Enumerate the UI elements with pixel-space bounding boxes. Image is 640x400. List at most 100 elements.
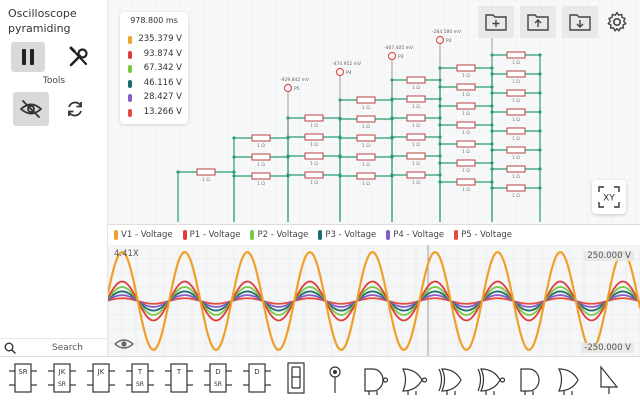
resistor[interactable]: 1 Ω (356, 153, 376, 168)
palette-seven-segment[interactable] (281, 361, 311, 395)
legend-item[interactable]: P4 - Voltage (386, 230, 444, 240)
resistor[interactable]: 1 Ω (406, 95, 426, 110)
palette-and-gate[interactable] (515, 361, 545, 395)
hide-toggle-button[interactable] (13, 92, 49, 126)
resistor[interactable]: 1 Ω (251, 153, 271, 168)
resistor[interactable]: 1 Ω (456, 121, 476, 136)
tools-button[interactable] (62, 42, 96, 72)
resistor-value: 1 Ω (412, 142, 420, 148)
wrench-screwdriver-icon (69, 46, 88, 67)
new-file-button[interactable] (478, 6, 514, 38)
xnor-gate-icon (477, 368, 506, 395)
rotate-button[interactable] (58, 92, 92, 126)
probe[interactable]: P3 -467.405 mV (384, 45, 414, 100)
probe-id: P4 (346, 70, 352, 76)
jk-flipflop-sr-icon: JK SR (48, 363, 76, 393)
resistor[interactable]: 1 Ω (406, 171, 426, 186)
legend-swatch (386, 230, 391, 240)
import-button[interactable] (562, 6, 598, 38)
eye-icon[interactable] (114, 337, 134, 351)
resistor[interactable]: 1 Ω (506, 184, 526, 199)
waveform (107, 280, 640, 322)
palette-d-flipflop[interactable]: D (242, 361, 272, 395)
resistor[interactable]: 1 Ω (356, 134, 376, 149)
resistor[interactable]: 1 Ω (456, 83, 476, 98)
palette-nor-gate[interactable] (398, 361, 428, 395)
probe[interactable]: P2 -284.580 mV (432, 29, 462, 80)
search-icon (4, 342, 16, 354)
palette-xnor-gate[interactable] (476, 361, 506, 395)
palette-d-flipflop-sr[interactable]: D SR (203, 361, 233, 395)
legend-item[interactable]: P1 - Voltage (182, 230, 240, 240)
resistor[interactable]: 1 Ω (406, 152, 426, 167)
resistor[interactable]: 1 Ω (506, 165, 526, 180)
resistor[interactable]: 1 Ω (506, 70, 526, 85)
palette-t-flipflop-sr[interactable]: T SR (125, 361, 155, 395)
resistor[interactable]: 1 Ω (356, 115, 376, 130)
resistor[interactable]: 1 Ω (506, 127, 526, 142)
resistor[interactable]: 1 Ω (356, 96, 376, 111)
resistor-value: 1 Ω (257, 143, 265, 149)
resistor[interactable]: 1 Ω (506, 108, 526, 123)
series-color-swatch (128, 36, 132, 44)
palette-jk-flipflop-sr[interactable]: JK SR (47, 361, 77, 395)
resistor[interactable]: 1 Ω (406, 76, 426, 91)
export-button[interactable] (520, 6, 556, 38)
legend-item[interactable]: P3 - Voltage (318, 230, 376, 240)
resistor[interactable]: 1 Ω (456, 102, 476, 117)
legend-item[interactable]: V1 - Voltage (114, 230, 173, 240)
search-input[interactable]: Search (52, 343, 83, 353)
waveform (107, 286, 640, 316)
palette-xor-gate[interactable] (437, 361, 467, 395)
t-flipflop-sr-icon: T SR (126, 363, 154, 393)
resistor[interactable]: 1 Ω (304, 152, 324, 167)
or-gate-icon (558, 368, 579, 395)
settings-button[interactable] (600, 6, 634, 38)
xy-plot-button[interactable]: XY (592, 180, 626, 214)
resistor[interactable]: 1 Ω (456, 140, 476, 155)
probe-id: P2 (446, 38, 452, 44)
resistor-value: 1 Ω (462, 168, 470, 174)
resistor[interactable]: 1 Ω (406, 133, 426, 148)
palette-or-gate[interactable] (554, 361, 584, 395)
resistor[interactable]: 1 Ω (196, 168, 216, 183)
legend-item[interactable]: P2 - Voltage (250, 230, 308, 240)
circuit-components[interactable]: 1 Ω 1 Ω 1 Ω 1 Ω 1 Ω 1 Ω 1 Ω 1 Ω 1 Ω 1 Ω 1 Ω 1 Ω 1 Ω 1… (196, 20, 526, 200)
palette-jk-flipflop[interactable]: JK (86, 361, 116, 395)
resistor[interactable]: 1 Ω (456, 64, 476, 79)
resistor-value: 1 Ω (412, 180, 420, 186)
legend-item[interactable]: P5 - Voltage (454, 230, 512, 240)
circuit-canvas[interactable]: 1 Ω 1 Ω 1 Ω 1 Ω 1 Ω 1 Ω 1 Ω 1 Ω 1 Ω 1 Ω 1 Ω 1 Ω 1 Ω 1… (108, 0, 640, 228)
resistor[interactable]: 1 Ω (506, 89, 526, 104)
scope-plot[interactable]: 4.41X 250.000 V -250.000 V (106, 244, 640, 358)
palette-not-gate[interactable] (593, 361, 623, 395)
resistor[interactable]: 1 Ω (304, 114, 324, 129)
resistor[interactable]: 1 Ω (251, 134, 271, 149)
resistor[interactable]: 1 Ω (456, 159, 476, 174)
probe[interactable]: P4 -474.952 mV (332, 61, 362, 118)
palette-sr-latch[interactable]: SR (8, 361, 38, 395)
palette-nand-gate[interactable] (359, 361, 389, 395)
jk-flipflop-icon: JK (87, 363, 115, 393)
probe[interactable]: P5 -929.842 mV (280, 77, 310, 138)
resistor[interactable]: 1 Ω (406, 114, 426, 129)
probe-reading: -474.952 mV (332, 61, 362, 67)
palette-t-flipflop[interactable]: T (164, 361, 194, 395)
resistor[interactable]: 1 Ω (506, 146, 526, 161)
probe-id: P3 (398, 54, 404, 60)
resistor[interactable]: 1 Ω (506, 51, 526, 66)
resistor[interactable]: 1 Ω (456, 178, 476, 193)
voltage-reading: 46.116 V (128, 78, 186, 90)
resistor[interactable]: 1 Ω (356, 172, 376, 187)
search-bar[interactable]: Search (0, 338, 108, 356)
resistor[interactable]: 1 Ω (251, 172, 271, 187)
scope-waveforms (106, 244, 640, 358)
oscilloscope-panel[interactable]: V1 - Voltage P1 - Voltage P2 - Voltage P3 -… (106, 224, 640, 358)
resistor-value: 1 Ω (310, 142, 318, 148)
zoom-level: 4.41X (114, 249, 139, 259)
component-palette: SR JK SR JK T SR T D SR D (0, 356, 640, 400)
resistor[interactable]: 1 Ω (304, 133, 324, 148)
pause-button[interactable] (11, 42, 45, 72)
resistor[interactable]: 1 Ω (304, 171, 324, 186)
palette-probe[interactable] (320, 361, 350, 395)
